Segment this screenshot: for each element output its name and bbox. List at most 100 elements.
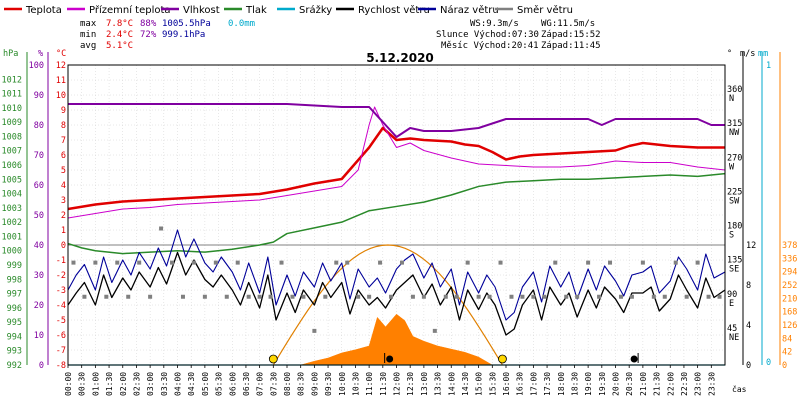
temp-tick-label: -4 <box>56 301 66 311</box>
wind-direction-point <box>257 294 262 299</box>
wind-direction-point <box>651 294 656 299</box>
hpa-tick-label: 1008 <box>2 132 22 142</box>
dir-tick-abbrev: N <box>729 94 734 104</box>
wind-direction-point <box>498 260 503 265</box>
pct-tick-label: 90 <box>34 91 44 101</box>
sun-path-curve <box>272 244 503 366</box>
hpa-tick-label: 1005 <box>2 175 22 185</box>
solar-tick-label: 252 <box>782 281 797 291</box>
x-tick-label: 04:30 <box>187 372 196 396</box>
legend-label-7: Směr větru <box>517 4 573 16</box>
hpa-tick-label: 1003 <box>2 204 22 214</box>
wind-direction-point <box>104 294 109 299</box>
wind-direction-point <box>71 260 76 265</box>
wind-tick-label: 4 <box>746 321 751 331</box>
wind-direction-point <box>279 260 284 265</box>
axis-hpa-label: hPa <box>3 49 18 59</box>
info-sun-rise: Slunce Východ:07:30 <box>436 30 539 40</box>
hpa-tick-label: 1002 <box>2 218 22 228</box>
solar-tick-label: 42 <box>782 348 792 358</box>
legend-label-0: Teplota <box>25 5 62 16</box>
dir-tick-label: 45 <box>727 324 737 334</box>
wind-direction-point <box>378 260 383 265</box>
x-tick-label: 02:30 <box>132 372 141 396</box>
wind-direction-point <box>82 294 87 299</box>
legend-label-5: Rychlost větru <box>358 4 430 16</box>
solar-radiation-area <box>300 313 494 366</box>
wind-direction-point <box>421 294 426 299</box>
series-line-0 <box>67 126 725 211</box>
x-tick-label: 20:00 <box>612 372 621 396</box>
hpa-tick-label: 1012 <box>2 75 22 85</box>
hpa-tick-label: 998 <box>7 275 22 285</box>
x-tick-label: 12:00 <box>393 372 402 396</box>
solar-tick-label: 84 <box>782 334 792 344</box>
x-tick-label: 01:30 <box>105 372 114 396</box>
wind-direction-point <box>695 260 700 265</box>
wind-direction-point <box>334 260 339 265</box>
x-tick-label: 10:00 <box>338 372 347 396</box>
stat-max-temp: 7.8°C <box>106 19 133 29</box>
legend-label-3: Tlak <box>245 5 267 16</box>
solar-tick-label: 294 <box>782 268 797 278</box>
axis-wind-label: m/s <box>740 49 755 59</box>
wind-direction-point <box>520 294 525 299</box>
solar-tick-label: 210 <box>782 294 797 304</box>
hpa-tick-label: 994 <box>7 332 22 342</box>
sunrise-marker <box>268 354 278 364</box>
x-tick-label: 06:30 <box>242 372 251 396</box>
wind-direction-point <box>553 260 558 265</box>
x-tick-label: 13:30 <box>434 372 443 396</box>
legend-label-4: Srážky <box>299 4 332 16</box>
plot-area <box>67 64 726 366</box>
x-tick-label: 08:00 <box>283 372 292 396</box>
stat-min-press: 999.1hPa <box>162 30 205 40</box>
axes: hPa% °C9929939949959969979989991000100110… <box>2 49 798 396</box>
dir-tick-abbrev: SW <box>729 196 740 206</box>
info-block: WS:9.3m/s WG:11.5m/s Slunce Východ:07:30… <box>436 19 601 51</box>
wind-direction-point <box>410 294 415 299</box>
chart-legend: Teplota Přízemní teplota Vlhkost Tlak Srážky… <box>4 4 573 16</box>
legend-label-6: Náraz větru <box>440 4 499 16</box>
wind-direction-point <box>706 294 711 299</box>
hpa-tick-label: 1010 <box>2 104 22 114</box>
dir-tick-abbrev: E <box>729 299 734 309</box>
solar-tick-label: 0 <box>782 361 787 371</box>
wind-direction-point <box>345 260 350 265</box>
wind-direction-point <box>389 294 394 299</box>
hpa-tick-label: 992 <box>7 361 22 371</box>
solar-tick-label: 168 <box>782 308 797 318</box>
x-tick-label: 10:30 <box>351 372 360 396</box>
wind-direction-point <box>290 294 295 299</box>
wind-direction-point <box>465 260 470 265</box>
x-tick-label: 22:00 <box>666 372 675 396</box>
dir-tick-abbrev: S <box>729 231 734 241</box>
temp-tick-label: 2 <box>61 211 66 221</box>
dir-tick-abbrev: SE <box>729 265 739 275</box>
x-tick-label: 02:00 <box>119 372 128 396</box>
wind-direction-point <box>159 226 164 231</box>
x-tick-label: 07:00 <box>256 372 265 396</box>
legend-label-1: Přízemní teplota <box>89 4 171 16</box>
dir-tick-abbrev: W <box>729 162 735 172</box>
x-tick-label: 00:30 <box>78 372 87 396</box>
x-tick-label: 19:00 <box>584 372 593 396</box>
dir-tick-label: 180 <box>727 222 742 232</box>
wind-direction-point <box>235 260 240 265</box>
x-tick-label: 22:30 <box>680 372 689 396</box>
wind-direction-point <box>586 260 591 265</box>
info-moon-rise: Měsíc Východ:20:41 <box>441 41 539 51</box>
hpa-tick-label: 1007 <box>2 147 22 157</box>
axis-temp-label: °C <box>56 49 66 59</box>
hpa-tick-label: 997 <box>7 290 22 300</box>
hpa-tick-label: 996 <box>7 304 22 314</box>
stat-min-hum: 72% <box>140 30 157 40</box>
x-tick-label: 21:30 <box>653 372 662 396</box>
x-tick-label: 14:30 <box>461 372 470 396</box>
temp-tick-label: 9 <box>61 106 66 116</box>
info-moon-set: Západ:11:45 <box>541 41 601 51</box>
legend-label-2: Vlhkost <box>183 5 220 16</box>
pct-tick-label: 30 <box>34 271 44 281</box>
wind-direction-point <box>629 294 634 299</box>
